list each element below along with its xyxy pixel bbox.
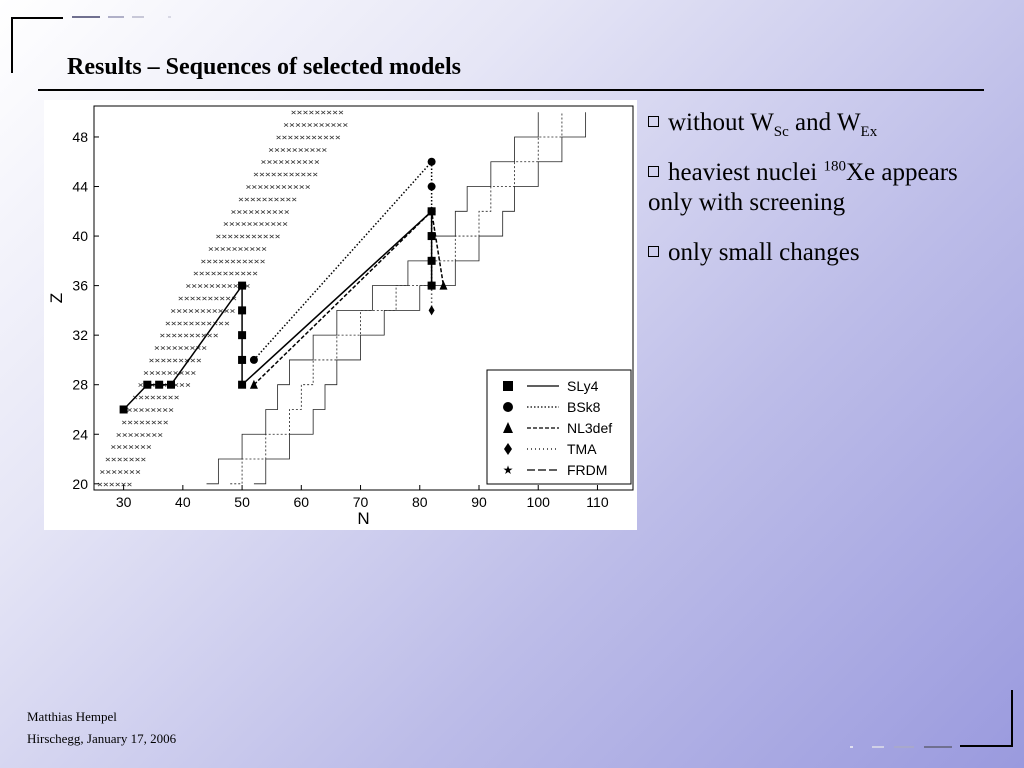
background-marker-row: ××××××××××× bbox=[223, 220, 288, 229]
footer-place-date: Hirschegg, January 17, 2006 bbox=[27, 731, 177, 746]
x-tick-label: 100 bbox=[527, 494, 551, 510]
y-axis-label: Z bbox=[47, 293, 66, 303]
x-tick-label: 30 bbox=[116, 494, 132, 510]
x-tick-label: 110 bbox=[586, 494, 609, 510]
data-point-nl3def bbox=[427, 206, 436, 216]
background-marker-row: ××××××××××× bbox=[193, 269, 258, 278]
x-tick-label: 60 bbox=[294, 494, 310, 510]
y-tick-label: 24 bbox=[72, 426, 88, 442]
legend-label-sly4: SLy4 bbox=[567, 378, 599, 394]
bullet-square-icon bbox=[648, 246, 659, 257]
y-tick-label: 48 bbox=[72, 129, 88, 145]
data-point-sly4 bbox=[238, 281, 247, 290]
x-tick-label: 50 bbox=[234, 494, 250, 510]
plot-frame bbox=[93, 105, 634, 491]
data-point-sly4 bbox=[238, 355, 247, 364]
background-marker-row: ×××××××××× bbox=[178, 294, 237, 303]
data-point-sly4 bbox=[238, 380, 247, 389]
background-marker-row: ×××××××××× bbox=[230, 207, 289, 216]
x-tick-label: 40 bbox=[175, 494, 191, 510]
chart-svg: ××××××××××××××××××××××××××××××××××××××××… bbox=[47, 105, 634, 528]
data-point-bsk8 bbox=[427, 281, 436, 290]
background-marker-row: ×××××××× bbox=[116, 430, 164, 439]
background-marker-row: ×××××××××× bbox=[268, 145, 327, 154]
bullet-list: without WSc and WEx heaviest nuclei 180X… bbox=[648, 108, 1008, 288]
y-tick-label: 32 bbox=[72, 327, 88, 343]
data-point-sly4 bbox=[427, 232, 436, 241]
model-sequence-plot: ×××××× ××××××× ××××××× ××××××× ×××××××× ×××××… bbox=[44, 100, 637, 530]
corner-bracket-bottom-right bbox=[1011, 690, 1013, 747]
background-marker-row: ××××××××× bbox=[148, 356, 202, 365]
background-marker-row: ××××××××××× bbox=[253, 170, 318, 179]
y-tick-label: 36 bbox=[72, 278, 88, 294]
background-marker-row: ××××××××××× bbox=[200, 257, 265, 266]
data-point-bsk8 bbox=[427, 157, 436, 166]
data-point-bsk8 bbox=[249, 355, 258, 364]
data-point-sly4 bbox=[143, 380, 152, 389]
background-marker-row: ×××××××× bbox=[132, 393, 180, 402]
background-marker-row: ××××××× bbox=[110, 443, 152, 452]
dripline-staircase-outer bbox=[253, 112, 587, 485]
legend-marker-frdm: ★ bbox=[503, 463, 514, 477]
legend-label-nl3def: NL3def bbox=[567, 420, 612, 436]
background-marker-row: ××××××××× bbox=[291, 108, 345, 117]
background-marker-row: ××××××××××× bbox=[170, 306, 235, 315]
background-marker-row: ××××××××××× bbox=[185, 282, 250, 291]
y-tick-label: 20 bbox=[72, 476, 88, 492]
background-marker-region: ××××××××××××××××××××××××××××××××××××××××… bbox=[97, 108, 349, 489]
footer-author: Matthias Hempel bbox=[27, 709, 117, 724]
legend-marker-bsk8 bbox=[503, 402, 513, 412]
y-tick-label: 40 bbox=[72, 228, 88, 244]
x-tick-label: 70 bbox=[353, 494, 369, 510]
data-point-sly4 bbox=[119, 405, 128, 414]
data-point-bsk8 bbox=[427, 182, 436, 191]
slide-title: Results – Sequences of selected models bbox=[67, 54, 461, 80]
data-point-tma bbox=[428, 305, 435, 316]
legend-marker-tma bbox=[504, 443, 512, 455]
series-line-nl3def bbox=[253, 209, 445, 386]
legend-label-tma: TMA bbox=[567, 441, 597, 457]
background-marker-row: ××××××× bbox=[105, 455, 147, 464]
y-tick-label: 44 bbox=[72, 179, 88, 195]
title-divider bbox=[38, 89, 984, 91]
corner-bracket-top-left-bar bbox=[11, 17, 63, 19]
background-marker-row: ×××××××××× bbox=[159, 331, 218, 340]
legend-label-frdm: FRDM bbox=[567, 462, 607, 478]
data-point-nl3def bbox=[439, 280, 448, 290]
corner-bracket-top-left bbox=[11, 17, 13, 73]
bullet-item-1: without WSc and WEx bbox=[648, 108, 1008, 140]
legend-marker-sly4 bbox=[503, 381, 513, 391]
background-marker-row: ××××××××× bbox=[154, 344, 208, 353]
bullet-item-3: only small changes bbox=[648, 238, 1008, 268]
x-axis-label: N bbox=[357, 509, 369, 528]
background-marker-row: ××××××××××× bbox=[276, 133, 341, 142]
x-tick-label: 80 bbox=[412, 494, 428, 510]
x-tick-label: 90 bbox=[471, 494, 487, 510]
corner-bracket-bottom-right-bar bbox=[960, 745, 1013, 747]
background-marker-row: ×××××× bbox=[97, 480, 133, 489]
legend-label-bsk8: BSk8 bbox=[567, 399, 601, 415]
background-marker-row: ××××××× bbox=[99, 467, 141, 476]
background-marker-row: ××××××××××× bbox=[215, 232, 280, 241]
background-marker-row: ××××××××××× bbox=[283, 121, 348, 130]
background-marker-row: ×××××××× bbox=[121, 418, 169, 427]
background-marker-row: ××××××××× bbox=[143, 368, 197, 377]
y-tick-label: 28 bbox=[72, 377, 88, 393]
data-point-sly4 bbox=[238, 331, 247, 340]
data-point-sly4 bbox=[427, 256, 436, 265]
background-marker-row: ×××××××××× bbox=[208, 244, 267, 253]
bullet-square-icon bbox=[648, 116, 659, 127]
data-point-sly4 bbox=[238, 306, 247, 315]
background-marker-row: ××××××××××× bbox=[165, 319, 230, 328]
background-marker-row: ×××××××× bbox=[127, 405, 175, 414]
background-marker-row: ××××××××××× bbox=[246, 183, 311, 192]
bullet-square-icon bbox=[648, 166, 659, 177]
data-point-sly4 bbox=[167, 380, 175, 389]
bullet-item-2: heaviest nuclei 180Xe appears only with … bbox=[648, 158, 958, 216]
data-point-nl3def bbox=[249, 379, 258, 389]
background-marker-row: ×××××××××× bbox=[238, 195, 297, 204]
data-point-sly4 bbox=[155, 380, 164, 389]
legend-marker-nl3def bbox=[503, 422, 513, 433]
background-marker-row: ×××××××××× bbox=[261, 158, 320, 167]
